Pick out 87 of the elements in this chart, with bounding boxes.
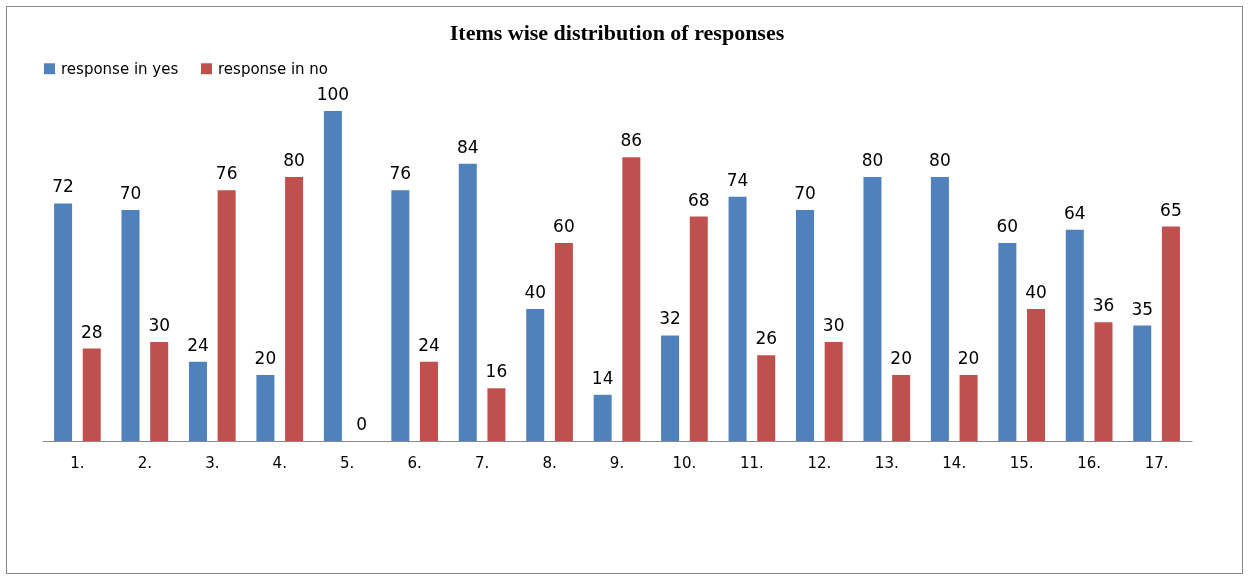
- bar: [661, 335, 680, 441]
- data-label: 30: [822, 315, 845, 335]
- x-tick-label: 13.: [874, 453, 899, 472]
- bar: [824, 342, 843, 441]
- data-label: 60: [996, 216, 1019, 236]
- data-label: 30: [148, 315, 171, 335]
- data-label: 70: [794, 183, 816, 203]
- bar: [54, 203, 73, 441]
- bar: [256, 375, 275, 441]
- x-tick-label: 12.: [807, 453, 832, 472]
- bar: [121, 210, 140, 441]
- data-label: 0: [356, 414, 367, 434]
- data-label: 60: [553, 216, 575, 236]
- bar: [1161, 226, 1180, 441]
- bar: [757, 355, 776, 441]
- data-label: 32: [659, 308, 681, 329]
- data-label: 40: [524, 282, 547, 302]
- x-tick-label: 9.: [609, 453, 625, 472]
- bar: [323, 111, 342, 441]
- bar: [892, 375, 911, 441]
- data-label: 68: [687, 189, 710, 210]
- x-tick-label: 8.: [542, 453, 557, 472]
- x-tick-label: 7.: [474, 453, 490, 472]
- data-label: 80: [861, 150, 884, 170]
- data-label: 24: [418, 334, 440, 355]
- data-label: 20: [254, 348, 277, 368]
- data-label: 16: [485, 361, 508, 382]
- bar: [1027, 309, 1046, 441]
- legend-label: response in no: [218, 59, 329, 78]
- bar: [1094, 322, 1113, 441]
- bar: [526, 309, 545, 441]
- data-label: 26: [755, 328, 778, 349]
- data-label: 84: [456, 136, 479, 157]
- data-label: 74: [726, 169, 749, 190]
- bar: [689, 216, 708, 441]
- x-tick-label: 1.: [70, 453, 85, 472]
- data-label: 36: [1092, 295, 1115, 316]
- data-label: 100: [316, 84, 350, 104]
- data-label: 86: [620, 130, 643, 151]
- bar: [1065, 229, 1084, 441]
- bar: [959, 375, 978, 441]
- data-label: 14: [591, 367, 614, 388]
- data-label: 40: [1025, 282, 1047, 302]
- x-tick-label: 15.: [1009, 453, 1034, 472]
- x-tick-label: 3.: [205, 453, 220, 472]
- bar: [554, 243, 573, 441]
- bar: [1133, 325, 1152, 441]
- bar: [188, 361, 207, 441]
- data-label: 65: [1160, 199, 1182, 220]
- bar: [419, 361, 438, 441]
- legend-label: response in yes: [61, 59, 179, 78]
- bar: [998, 243, 1017, 441]
- x-tick-label: 10.: [672, 453, 697, 472]
- data-label: 76: [215, 163, 238, 184]
- data-label: 72: [52, 176, 74, 197]
- bar: [285, 177, 304, 441]
- chart-title: Items wise distribution of responses: [449, 20, 785, 45]
- bar: [728, 196, 747, 441]
- x-tick-label: 11.: [739, 453, 764, 472]
- bar: [863, 177, 882, 441]
- x-tick-label: 5.: [340, 453, 355, 472]
- bar: [622, 157, 641, 441]
- data-label: 70: [119, 183, 142, 203]
- data-label: 76: [389, 163, 412, 184]
- x-tick-label: 17.: [1144, 453, 1169, 472]
- bar: [391, 190, 410, 441]
- x-tick-label: 4.: [272, 453, 287, 472]
- x-tick-label: 2.: [137, 453, 153, 472]
- bar: [930, 177, 949, 441]
- data-label: 24: [187, 334, 209, 355]
- data-label: 35: [1131, 298, 1154, 319]
- bar: [217, 190, 236, 441]
- x-tick-label: 6.: [407, 453, 422, 472]
- x-tick-label: 16.: [1077, 453, 1102, 472]
- bar: [458, 163, 477, 441]
- bar: [796, 210, 815, 441]
- data-label: 80: [929, 150, 951, 170]
- x-tick-label: 14.: [942, 453, 967, 472]
- data-label: 64: [1063, 202, 1086, 223]
- bar: [593, 394, 612, 441]
- bar: [150, 342, 169, 441]
- data-label: 20: [890, 348, 912, 368]
- data-label: 80: [283, 150, 305, 170]
- bar: [487, 388, 506, 441]
- bar: [82, 348, 101, 441]
- data-label: 20: [957, 348, 980, 368]
- data-label: 28: [80, 321, 103, 342]
